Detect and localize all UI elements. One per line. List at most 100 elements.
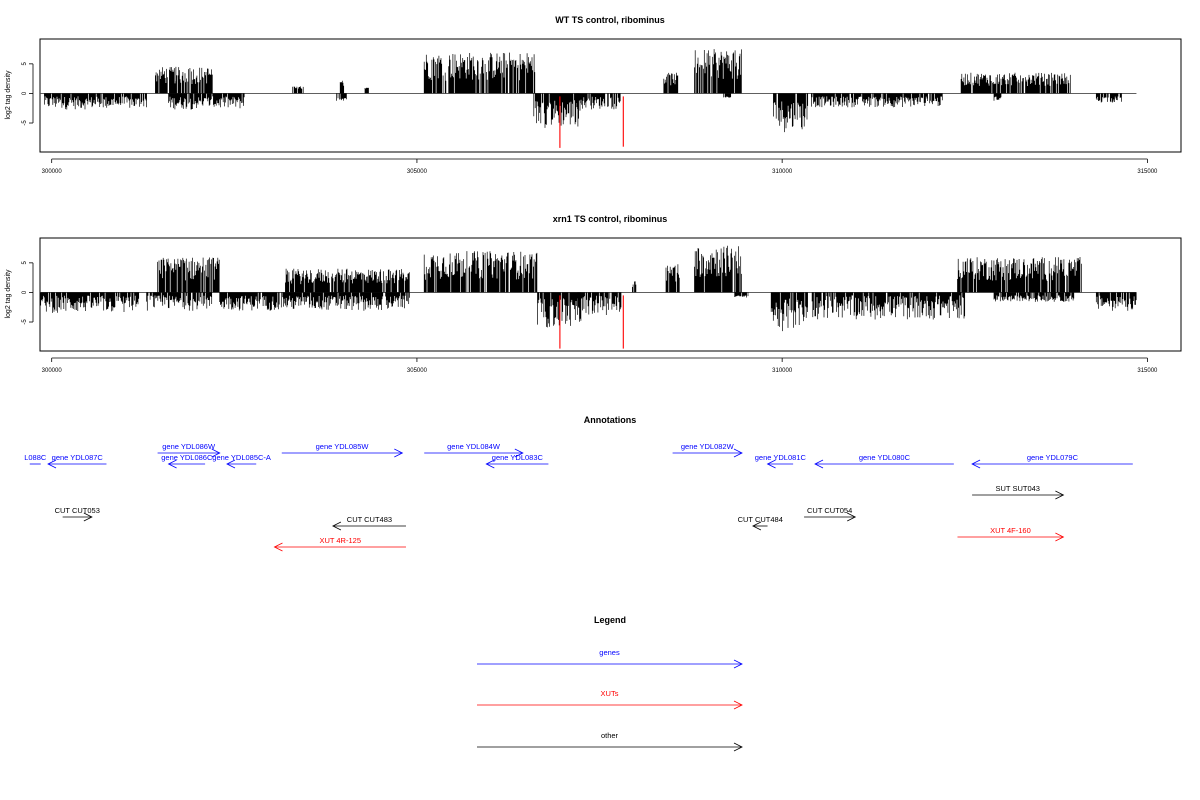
wt-series-0-segment-11 xyxy=(663,72,679,94)
wt-series-0-segment-15 xyxy=(811,93,943,108)
annotations-track: L088C gene YDL087C gene YDL086W gene YDL086… xyxy=(24,442,1133,552)
annotation-label: CUT CUT483 xyxy=(347,515,392,524)
wt-series-0-segment-10 xyxy=(575,93,621,110)
legend-label: genes xyxy=(599,648,620,657)
annotation-label: CUT CUT484 xyxy=(738,515,783,524)
xrn1-y-tick-label-1: 0 xyxy=(22,290,28,294)
annotation-label: XUT 4R-125 xyxy=(319,536,361,545)
legend-label: other xyxy=(601,731,619,740)
wt-series-0-segment-1 xyxy=(155,67,177,94)
xrn1-x-tick-label-1: 305000 xyxy=(407,368,428,374)
legend-title: Legend xyxy=(594,615,626,625)
legend-label: XUTs xyxy=(601,689,619,698)
wt-series-0-segment-2 xyxy=(175,66,213,94)
xrn1-series-0-segment-6 xyxy=(537,292,582,328)
xrn1-track-y-axis: -5 0 5 xyxy=(22,261,34,325)
xrn1-series-0-segment-14 xyxy=(957,257,1082,293)
wt-track-bars xyxy=(40,49,1137,148)
annotation-label: gene YDL086C xyxy=(161,453,213,462)
xrn1-series-0-segment-2 xyxy=(146,292,213,311)
annotation-5: gene YDL085W xyxy=(281,442,404,458)
annotation-7: gene YDL083C xyxy=(485,453,549,469)
annotation-label: gene YDL082W xyxy=(681,442,735,451)
annotations-title: Annotations xyxy=(584,415,637,425)
xrn1-track-bars xyxy=(40,245,1137,349)
xrn1-series-0-segment-3 xyxy=(219,292,410,311)
wt-series-0-segment-14 xyxy=(773,93,809,133)
annotation-18: XUT 4R-125 xyxy=(273,536,406,552)
annotation-2: gene YDL086W xyxy=(157,442,221,458)
annotation-13: CUT CUT053 xyxy=(55,506,100,522)
xrn1-series-0-segment-16 xyxy=(1095,292,1137,311)
annotation-label: CUT CUT053 xyxy=(55,506,100,515)
wt-series-0-segment-0 xyxy=(44,93,147,110)
xrn1-y-tick-label-0: -5 xyxy=(22,319,28,325)
annotation-9: gene YDL081C xyxy=(755,453,806,469)
wt-series-0-segment-3 xyxy=(168,93,245,110)
annotation-label: SUT SUT043 xyxy=(996,484,1040,493)
xrn1-series-0-segment-15 xyxy=(993,292,1075,302)
wt-y-tick-label-0: -5 xyxy=(22,120,28,126)
xrn1-series-0-segment-10 xyxy=(694,245,742,293)
annotation-label: gene YDL084W xyxy=(447,442,501,451)
xrn1-x-tick-label-2: 310000 xyxy=(772,368,793,374)
xrn1-series-0-segment-7 xyxy=(577,292,622,315)
xrn1-series-0-segment-12 xyxy=(770,292,808,332)
xrn1-series-0-segment-9 xyxy=(665,264,680,293)
wt-series-0-segment-5 xyxy=(339,80,345,94)
wt-series-0-segment-7 xyxy=(336,93,347,101)
annotation-label: gene YDL079C xyxy=(1027,453,1079,462)
xrn1-track-x-axis: 300000 305000 310000 315000 xyxy=(42,357,1158,374)
annotation-4: gene YDL085C-A xyxy=(212,453,271,469)
legend-item-XUTs: XUTs xyxy=(477,689,743,710)
xrn1-series-0-segment-13 xyxy=(811,292,966,320)
annotation-12: SUT SUT043 xyxy=(972,484,1065,500)
annotation-0: L088C xyxy=(24,453,47,465)
wt-x-tick-label-1: 305000 xyxy=(407,169,428,175)
annotation-6: gene YDL084W xyxy=(424,442,524,458)
annotation-3: gene YDL086C xyxy=(161,453,213,469)
annotation-10: gene YDL080C xyxy=(814,453,954,469)
annotation-label: gene YDL085C-A xyxy=(212,453,271,462)
wt-series-0-segment-8 xyxy=(423,52,536,94)
wt-track-y-axis: -5 0 5 xyxy=(22,62,34,126)
xrn1-track-panel: xrn1 TS control, ribominus 300000 305000 3… xyxy=(5,214,1182,374)
annotation-label: gene YDL083C xyxy=(492,453,544,462)
xrn1-series-0-segment-0 xyxy=(40,292,140,313)
xrn1-track-frame xyxy=(39,237,1182,352)
xrn1-track-y-axis-label: log2 tag density xyxy=(5,269,12,319)
wt-series-0-segment-13 xyxy=(723,93,732,98)
annotation-label: CUT CUT054 xyxy=(807,506,852,515)
annotation-label: XUT 4F-160 xyxy=(990,526,1031,535)
xrn1-series-0-segment-8 xyxy=(632,281,637,293)
legend-item-genes: genes xyxy=(477,648,743,669)
wt-series-0-segment-9 xyxy=(533,93,581,128)
annotation-label: gene YDL085W xyxy=(316,442,370,451)
wt-track-frame xyxy=(39,38,1182,153)
xrn1-series-0-segment-4 xyxy=(285,268,410,293)
wt-series-0-segment-4 xyxy=(292,86,304,94)
xrn1-x-tick-label-0: 300000 xyxy=(42,368,63,374)
wt-series-0-segment-16 xyxy=(960,72,1071,94)
annotation-11: gene YDL079C xyxy=(971,453,1133,469)
legend-item-other: other xyxy=(477,731,743,752)
wt-x-tick-label-3: 315000 xyxy=(1137,169,1158,175)
wt-series-0-segment-6 xyxy=(364,87,369,94)
wt-series-0-segment-18 xyxy=(1095,93,1122,103)
annotation-16: CUT CUT484 xyxy=(738,515,783,531)
wt-y-tick-label-2: 5 xyxy=(22,62,28,66)
annotation-label: gene YDL087C xyxy=(52,453,104,462)
wt-series-0-segment-12 xyxy=(694,49,742,94)
annotation-17: XUT 4F-160 xyxy=(957,526,1065,542)
xrn1-series-0-segment-1 xyxy=(157,257,220,293)
xrn1-series-0-segment-11 xyxy=(734,292,749,298)
wt-track-title: WT TS control, ribominus xyxy=(555,15,665,25)
wt-track-y-axis-label: log2 tag density xyxy=(5,70,12,120)
wt-track-panel: WT TS control, ribominus 300000 305000 310… xyxy=(5,15,1182,175)
wt-x-tick-label-2: 310000 xyxy=(772,169,793,175)
annotation-label: L088C xyxy=(24,453,47,462)
annotation-14: CUT CUT054 xyxy=(804,506,857,522)
legend: genes XUTs other xyxy=(477,648,743,752)
xrn1-track-title: xrn1 TS control, ribominus xyxy=(553,214,668,224)
